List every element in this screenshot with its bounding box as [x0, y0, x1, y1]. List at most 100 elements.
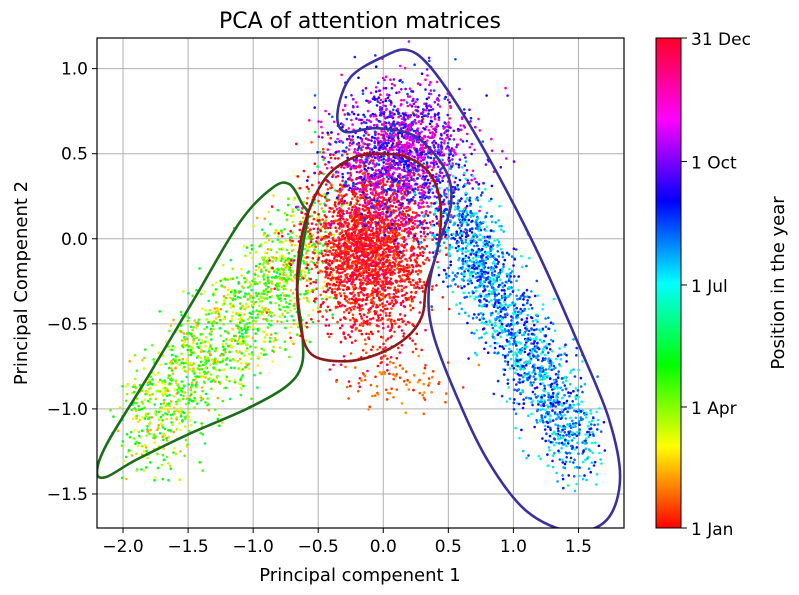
data-point — [137, 420, 140, 424]
data-point — [268, 336, 272, 340]
data-point — [368, 271, 372, 275]
data-point — [342, 310, 346, 314]
data-point — [135, 452, 138, 456]
data-point — [142, 367, 146, 370]
data-point — [352, 239, 355, 243]
data-point — [367, 214, 370, 218]
data-point — [207, 377, 210, 381]
data-point — [392, 211, 396, 214]
data-point — [339, 271, 342, 275]
data-point — [316, 261, 319, 264]
data-point — [231, 297, 235, 301]
data-point — [374, 258, 377, 262]
data-point — [343, 294, 347, 298]
data-point — [254, 264, 258, 268]
data-point — [362, 269, 365, 273]
data-point — [290, 339, 293, 343]
data-point — [204, 313, 208, 316]
data-point — [254, 250, 258, 254]
data-point — [153, 435, 156, 439]
data-point — [268, 322, 271, 326]
data-point — [303, 247, 307, 251]
data-point — [189, 387, 192, 391]
data-point — [246, 343, 249, 346]
data-point — [326, 148, 330, 151]
data-point — [373, 244, 377, 248]
data-point — [212, 293, 215, 296]
data-point — [332, 120, 336, 124]
data-point — [331, 288, 334, 291]
data-point — [411, 350, 415, 354]
data-point — [162, 401, 166, 405]
data-point — [353, 256, 357, 259]
data-point — [350, 341, 354, 344]
data-point — [257, 311, 261, 315]
data-point — [237, 282, 241, 285]
data-point — [376, 364, 380, 368]
data-point — [251, 305, 255, 309]
data-point — [231, 311, 235, 314]
data-point — [339, 326, 342, 330]
data-point — [148, 432, 151, 436]
data-point — [436, 260, 439, 264]
data-point — [238, 321, 242, 324]
data-point — [381, 309, 385, 313]
data-point — [329, 271, 333, 274]
data-point — [354, 297, 358, 300]
data-point — [318, 170, 322, 174]
data-point — [372, 232, 375, 235]
data-point — [405, 266, 408, 270]
data-point — [435, 217, 439, 220]
data-point — [344, 230, 347, 233]
data-point — [325, 167, 329, 170]
data-point — [266, 276, 270, 279]
data-point — [350, 208, 354, 212]
data-point — [405, 249, 408, 252]
data-point — [305, 296, 309, 300]
data-point — [381, 293, 385, 296]
data-point — [212, 327, 215, 331]
data-point — [270, 276, 274, 279]
data-point — [406, 272, 409, 276]
data-point — [378, 247, 382, 251]
data-point — [334, 306, 338, 310]
data-point — [360, 122, 363, 125]
data-point — [293, 296, 296, 300]
data-point — [201, 375, 204, 379]
data-point — [158, 417, 161, 421]
data-point — [260, 347, 264, 351]
data-point — [369, 187, 372, 191]
data-point — [215, 281, 218, 285]
data-point — [281, 312, 284, 316]
data-point — [282, 268, 286, 271]
data-point — [401, 273, 405, 277]
data-point — [165, 436, 168, 440]
data-point — [324, 242, 327, 246]
data-point — [134, 386, 138, 390]
data-point — [180, 339, 184, 342]
data-point — [182, 394, 185, 398]
data-point — [393, 255, 396, 259]
data-point — [267, 210, 271, 214]
data-point — [217, 312, 220, 316]
data-point — [146, 412, 150, 416]
data-point — [409, 248, 413, 251]
data-point — [389, 271, 392, 275]
data-point — [391, 271, 395, 275]
data-point — [381, 336, 385, 339]
data-point — [262, 317, 265, 321]
data-point — [281, 247, 285, 250]
data-point — [354, 212, 358, 215]
data-point — [350, 282, 354, 286]
data-point — [159, 406, 162, 409]
data-point — [292, 248, 295, 252]
data-point — [370, 256, 373, 260]
data-point — [252, 302, 256, 306]
data-point — [228, 359, 232, 362]
data-point — [378, 268, 382, 271]
data-point — [397, 200, 400, 203]
data-point — [271, 360, 274, 363]
data-point — [419, 235, 423, 238]
data-point — [325, 248, 329, 251]
data-point — [411, 299, 415, 303]
